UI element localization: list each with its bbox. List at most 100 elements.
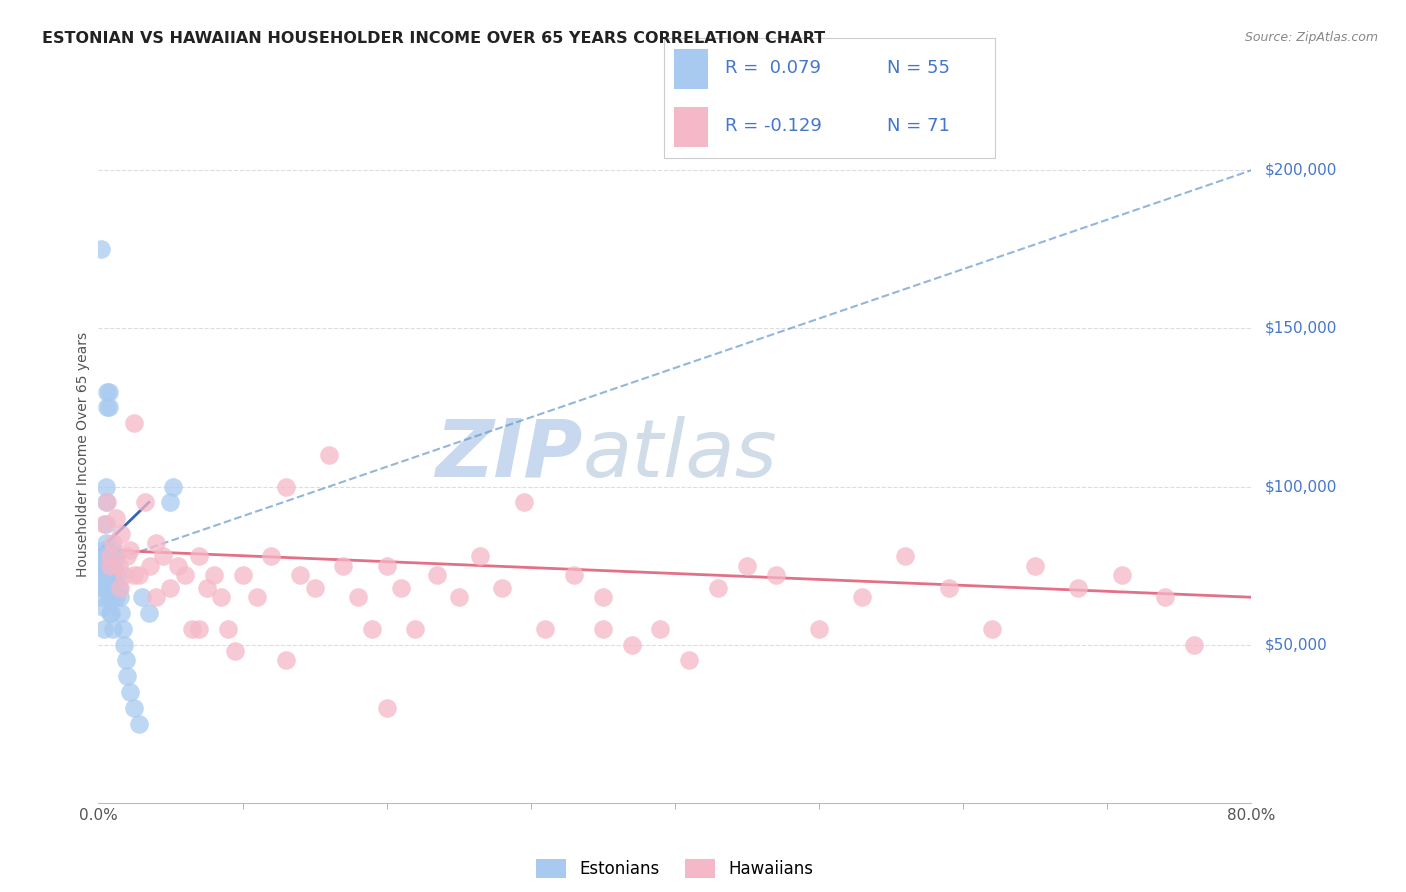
Text: N = 71: N = 71 bbox=[887, 117, 950, 135]
Point bbox=[91, 568, 114, 582]
Text: ESTONIAN VS HAWAIIAN HOUSEHOLDER INCOME OVER 65 YEARS CORRELATION CHART: ESTONIAN VS HAWAIIAN HOUSEHOLDER INCOME … bbox=[42, 31, 825, 46]
Point bbox=[101, 536, 124, 550]
Point bbox=[938, 581, 960, 595]
Point bbox=[426, 568, 449, 582]
Point bbox=[91, 549, 114, 563]
Point bbox=[195, 581, 218, 595]
Point bbox=[678, 653, 700, 667]
Point bbox=[346, 591, 368, 605]
Point bbox=[217, 622, 239, 636]
Point bbox=[94, 536, 117, 550]
Text: atlas: atlas bbox=[582, 416, 778, 494]
Point bbox=[274, 479, 297, 493]
Point bbox=[120, 685, 142, 699]
Point bbox=[188, 549, 211, 563]
Point bbox=[981, 622, 1004, 636]
Point bbox=[152, 549, 174, 563]
Point bbox=[159, 495, 181, 509]
Point bbox=[1182, 638, 1205, 652]
Point bbox=[93, 542, 115, 557]
Point bbox=[107, 581, 129, 595]
Point bbox=[98, 606, 121, 620]
Point bbox=[304, 581, 326, 595]
Point bbox=[202, 568, 225, 582]
Point bbox=[100, 606, 122, 620]
FancyBboxPatch shape bbox=[664, 38, 995, 158]
Point bbox=[124, 417, 146, 431]
Point bbox=[1111, 568, 1133, 582]
Point bbox=[110, 606, 132, 620]
Point bbox=[375, 558, 398, 573]
Point bbox=[93, 517, 115, 532]
Point bbox=[117, 669, 138, 683]
Point bbox=[94, 479, 117, 493]
Point bbox=[851, 591, 873, 605]
Point bbox=[104, 549, 127, 563]
Point bbox=[96, 581, 118, 595]
Point bbox=[534, 622, 557, 636]
Point bbox=[98, 549, 121, 563]
Point bbox=[620, 638, 643, 652]
Point bbox=[124, 701, 146, 715]
Point bbox=[246, 591, 269, 605]
Text: Source: ZipAtlas.com: Source: ZipAtlas.com bbox=[1244, 31, 1378, 45]
Point bbox=[134, 495, 156, 509]
Point bbox=[260, 549, 283, 563]
Point bbox=[101, 558, 124, 573]
Point bbox=[96, 495, 118, 509]
Point bbox=[807, 622, 830, 636]
Point bbox=[470, 549, 492, 563]
Point bbox=[90, 243, 112, 257]
Point bbox=[91, 581, 114, 595]
Point bbox=[96, 384, 118, 399]
Point bbox=[735, 558, 758, 573]
Point bbox=[512, 495, 534, 509]
Point bbox=[138, 606, 160, 620]
Point bbox=[91, 599, 114, 614]
Text: $50,000: $50,000 bbox=[1265, 637, 1329, 652]
Point bbox=[131, 591, 153, 605]
Point bbox=[188, 622, 211, 636]
Legend: Estonians, Hawaiians: Estonians, Hawaiians bbox=[530, 853, 820, 885]
Point bbox=[114, 653, 136, 667]
Point bbox=[361, 622, 384, 636]
Point bbox=[181, 622, 204, 636]
Point bbox=[290, 568, 312, 582]
Point bbox=[94, 549, 117, 563]
Point bbox=[174, 568, 197, 582]
Text: N = 55: N = 55 bbox=[887, 59, 950, 77]
Point bbox=[104, 511, 127, 525]
Point bbox=[1024, 558, 1046, 573]
Point bbox=[111, 622, 134, 636]
Point bbox=[98, 549, 121, 563]
Point bbox=[89, 558, 111, 573]
Point bbox=[97, 384, 120, 399]
Point bbox=[98, 568, 121, 582]
Point bbox=[97, 401, 120, 415]
Text: $100,000: $100,000 bbox=[1265, 479, 1337, 494]
Point bbox=[117, 549, 138, 563]
Point bbox=[98, 591, 121, 605]
Point bbox=[120, 542, 142, 557]
Point bbox=[100, 574, 122, 589]
Point bbox=[128, 568, 150, 582]
Point bbox=[375, 701, 398, 715]
Point bbox=[101, 542, 124, 557]
Point bbox=[93, 558, 115, 573]
Point bbox=[124, 568, 146, 582]
Point bbox=[139, 558, 162, 573]
Point bbox=[650, 622, 672, 636]
Bar bbox=[675, 49, 709, 89]
Point bbox=[231, 568, 254, 582]
Text: $200,000: $200,000 bbox=[1265, 163, 1337, 178]
Point bbox=[94, 568, 117, 582]
Point bbox=[104, 591, 127, 605]
Point bbox=[112, 568, 135, 582]
Point bbox=[90, 591, 112, 605]
Point bbox=[1067, 581, 1090, 595]
Point bbox=[592, 622, 614, 636]
Point bbox=[405, 622, 427, 636]
Point bbox=[103, 558, 125, 573]
Point bbox=[765, 568, 787, 582]
Point bbox=[128, 716, 150, 731]
